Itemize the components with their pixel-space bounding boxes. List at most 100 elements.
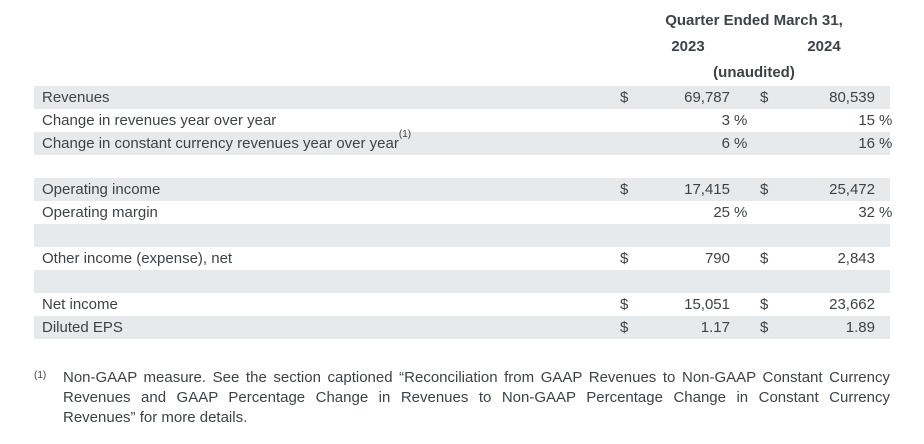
spacer-cell bbox=[34, 270, 618, 293]
value-2024: 25,472 bbox=[829, 181, 875, 198]
spacer-cell bbox=[648, 270, 730, 293]
row-label-text: Other income (expense), net bbox=[42, 250, 233, 267]
spacer-row bbox=[34, 270, 890, 293]
spacer-cell bbox=[618, 270, 648, 293]
document-page: Quarter Ended March 31, 2023 2024 (unaud… bbox=[34, 8, 893, 428]
footnote-ref: (1) bbox=[398, 129, 412, 140]
value-2023: 3 bbox=[721, 112, 730, 129]
value-2024: 16 bbox=[858, 135, 875, 152]
spacer-cell bbox=[875, 224, 890, 247]
currency-symbol-2024 bbox=[758, 132, 788, 155]
currency-symbol-2024: $ bbox=[760, 89, 769, 106]
table-header: Quarter Ended March 31, 2023 2024 (unaud… bbox=[34, 8, 890, 86]
row-label-text: Net income bbox=[42, 296, 118, 313]
spacer-cell bbox=[875, 270, 890, 293]
spacer-cell bbox=[730, 270, 758, 293]
suffix-2023 bbox=[730, 247, 758, 270]
currency-symbol-2023 bbox=[618, 109, 648, 132]
table-row-revenues: Revenues $ 69,787 $ 80,539 bbox=[34, 86, 890, 109]
value-2024: 2,843 bbox=[837, 250, 875, 267]
period-title: Quarter Ended March 31, bbox=[665, 12, 843, 29]
table-row-net-income: Net income $ 15,051 $ 23,662 bbox=[34, 293, 890, 316]
value-2024: 15 bbox=[858, 112, 875, 129]
suffix-2023 bbox=[730, 86, 758, 109]
currency-symbol-2024: $ bbox=[760, 296, 769, 313]
table-row-other-income: Other income (expense), net $ 790 $ 2,84… bbox=[34, 247, 890, 270]
footnote-text: Non-GAAP measure. See the section captio… bbox=[63, 368, 890, 428]
value-2024: 23,662 bbox=[829, 296, 875, 313]
suffix-2024 bbox=[875, 247, 890, 270]
spacer-cell bbox=[648, 155, 730, 178]
spacer-cell bbox=[618, 224, 648, 247]
table-row-operating-margin: Operating margin 25 % 32 % bbox=[34, 201, 893, 224]
row-label-text: Change in constant currency revenues yea… bbox=[42, 135, 399, 152]
quarterly-results-table: Quarter Ended March 31, 2023 2024 (unaud… bbox=[34, 8, 893, 339]
spacer-row bbox=[34, 155, 890, 178]
table-row-constant-currency-change: Change in constant currency revenues yea… bbox=[34, 129, 892, 155]
currency-symbol-2023: $ bbox=[620, 296, 629, 313]
row-label-text: Diluted EPS bbox=[42, 319, 123, 336]
row-label-text: Revenues bbox=[42, 89, 110, 106]
value-2023: 790 bbox=[704, 250, 730, 267]
year-2024-label: 2024 bbox=[807, 38, 841, 55]
header-subtitle-row: (unaudited) bbox=[34, 60, 890, 86]
spacer-cell bbox=[730, 224, 758, 247]
row-label: Diluted EPS bbox=[34, 316, 618, 339]
header-title-row: Quarter Ended March 31, bbox=[34, 8, 890, 34]
currency-symbol-2024: $ bbox=[760, 319, 769, 336]
footnote-line: Revenues and GAAP Percentage Change in R… bbox=[63, 389, 890, 406]
table-body: Revenues $ 69,787 $ 80,539 Change in rev… bbox=[34, 86, 893, 339]
currency-symbol-2024 bbox=[758, 109, 788, 132]
currency-symbol-2023: $ bbox=[620, 89, 629, 106]
row-label: Revenues bbox=[34, 86, 618, 109]
value-2024: 80,539 bbox=[829, 89, 875, 106]
spacer-cell bbox=[758, 224, 788, 247]
value-2024: 1.89 bbox=[845, 319, 875, 336]
suffix-2024 bbox=[875, 86, 890, 109]
table-row-operating-income: Operating income $ 17,415 $ 25,472 bbox=[34, 178, 890, 201]
spacer-cell bbox=[758, 270, 788, 293]
header-spacer bbox=[34, 34, 618, 60]
spacer-row bbox=[34, 224, 890, 247]
value-2023: 15,051 bbox=[684, 296, 730, 313]
currency-symbol-2023: $ bbox=[620, 181, 629, 198]
value-2023: 1.17 bbox=[700, 319, 730, 336]
suffix-2023: % bbox=[734, 112, 748, 129]
spacer-cell bbox=[788, 224, 875, 247]
value-2024: 32 bbox=[858, 204, 875, 221]
spacer-cell bbox=[758, 155, 788, 178]
suffix-2023 bbox=[730, 316, 758, 339]
header-spacer bbox=[34, 8, 618, 34]
spacer-cell bbox=[875, 155, 890, 178]
footnote-line: Revenues” for more details. bbox=[63, 409, 248, 426]
suffix-2024 bbox=[875, 293, 890, 316]
currency-symbol-2023: $ bbox=[620, 250, 629, 267]
year-2023-label: 2023 bbox=[671, 38, 705, 55]
row-label-text: Operating margin bbox=[42, 204, 158, 221]
currency-symbol-2023: $ bbox=[620, 319, 629, 336]
row-label: Change in constant currency revenues yea… bbox=[34, 129, 618, 155]
value-2023: 17,415 bbox=[684, 181, 730, 198]
value-2023: 69,787 bbox=[684, 89, 730, 106]
header-spacer bbox=[34, 60, 618, 86]
row-label: Change in revenues year over year bbox=[34, 109, 618, 132]
suffix-2023 bbox=[730, 178, 758, 201]
spacer-cell bbox=[618, 155, 648, 178]
header-years-row: 2023 2024 bbox=[34, 34, 890, 60]
suffix-2023: % bbox=[734, 135, 748, 152]
unaudited-label: (unaudited) bbox=[713, 64, 795, 81]
suffix-2024 bbox=[875, 178, 890, 201]
suffix-2024 bbox=[875, 316, 890, 339]
value-2023: 25 bbox=[713, 204, 730, 221]
spacer-cell bbox=[788, 270, 875, 293]
table-row-revenue-change: Change in revenues year over year 3 % 15… bbox=[34, 109, 892, 132]
suffix-2024: % bbox=[879, 204, 893, 221]
row-label: Net income bbox=[34, 293, 618, 316]
footnote: (1) Non-GAAP measure. See the section ca… bbox=[34, 368, 890, 428]
spacer-cell bbox=[34, 224, 618, 247]
currency-symbol-2024 bbox=[758, 201, 788, 224]
currency-symbol-2024: $ bbox=[760, 181, 769, 198]
spacer-cell bbox=[730, 155, 758, 178]
spacer-cell bbox=[648, 224, 730, 247]
row-label: Operating income bbox=[34, 178, 618, 201]
